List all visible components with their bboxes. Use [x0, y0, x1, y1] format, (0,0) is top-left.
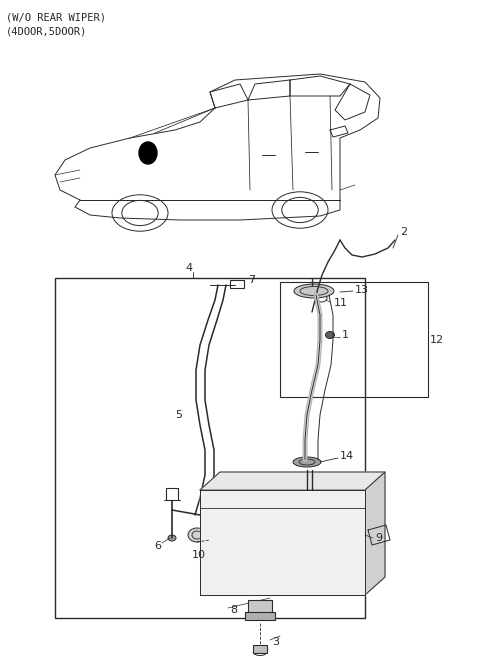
Bar [230, 280, 244, 288]
Bar [55, 278, 365, 618]
Bar [280, 282, 428, 397]
Text: 7: 7 [248, 275, 255, 285]
Text: 10: 10 [192, 550, 206, 560]
Bar [166, 488, 178, 500]
Text: 1: 1 [342, 330, 349, 340]
Bar [253, 645, 267, 653]
Text: 13: 13 [355, 285, 369, 295]
Ellipse shape [293, 457, 321, 467]
Polygon shape [200, 472, 385, 490]
Text: 9: 9 [375, 533, 382, 543]
Text: 11: 11 [334, 298, 348, 308]
Ellipse shape [294, 284, 334, 298]
Text: 4: 4 [185, 263, 192, 273]
Text: 14: 14 [340, 451, 354, 461]
Text: 6: 6 [154, 541, 161, 551]
Ellipse shape [139, 142, 157, 164]
Text: 12: 12 [430, 335, 444, 345]
Text: 3: 3 [272, 637, 279, 647]
Text: 2: 2 [400, 227, 407, 237]
Bar [245, 612, 275, 620]
Text: (W/O REAR WIPER)
(4DOOR,5DOOR): (W/O REAR WIPER) (4DOOR,5DOOR) [6, 12, 106, 36]
Ellipse shape [168, 535, 176, 541]
Ellipse shape [188, 528, 206, 542]
Bar [248, 600, 272, 615]
Text: 8: 8 [230, 605, 237, 615]
Polygon shape [200, 490, 365, 595]
Polygon shape [365, 472, 385, 595]
Text: 5: 5 [175, 410, 182, 420]
Ellipse shape [325, 331, 335, 338]
